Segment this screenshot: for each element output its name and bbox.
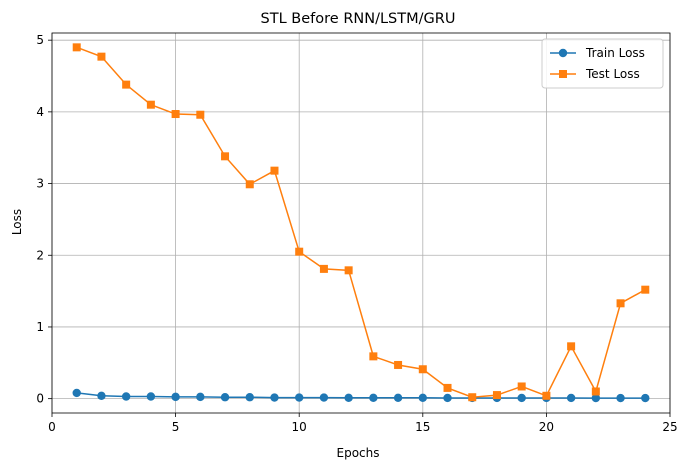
- data-point-circle: [196, 392, 205, 402]
- data-point-circle: [443, 393, 452, 403]
- legend-marker-circle: [558, 48, 568, 58]
- x-tick-label: 0: [48, 420, 56, 434]
- data-point-circle: [97, 391, 106, 400]
- plot-frame: [51, 32, 671, 414]
- legend-label: Train Loss: [585, 46, 645, 60]
- x-axis-label: Epochs: [337, 446, 380, 460]
- data-point-circle: [641, 393, 650, 403]
- data-point-square: [196, 110, 205, 119]
- data-point-square: [567, 342, 576, 351]
- data-point-square: [616, 299, 625, 308]
- data-point-square: [443, 383, 452, 392]
- data-point-circle: [393, 393, 403, 402]
- legend-box: [541, 38, 664, 89]
- data-point-circle: [220, 393, 230, 402]
- data-point-square: [146, 100, 155, 109]
- data-point-circle: [295, 393, 304, 402]
- y-axis-label: Loss: [10, 209, 24, 235]
- legend-marker-square: [559, 70, 567, 78]
- x-tick-label: 5: [172, 420, 180, 434]
- data-point-square: [319, 264, 328, 273]
- data-point-square: [245, 180, 254, 189]
- data-point-circle: [369, 393, 378, 402]
- data-point-circle: [591, 393, 601, 403]
- y-tick-label: 3: [36, 177, 44, 191]
- data-point-circle: [616, 393, 625, 403]
- x-tick-label: 25: [662, 420, 677, 434]
- grid: [51, 33, 671, 413]
- data-point-square: [517, 382, 526, 391]
- data-point-square: [122, 80, 131, 89]
- series-line-train-loss: [76, 392, 646, 399]
- data-point-circle: [319, 393, 329, 402]
- data-point-circle: [245, 393, 254, 402]
- y-tick-label: 2: [36, 248, 44, 262]
- plot-border: [51, 32, 671, 414]
- data-point-square: [344, 266, 353, 275]
- data-point-circle: [146, 392, 156, 401]
- data-point-square: [492, 391, 501, 400]
- data-point-circle: [344, 393, 353, 402]
- y-tick-label: 0: [36, 392, 44, 406]
- x-tick-label: 15: [415, 420, 430, 434]
- data-point-circle: [121, 392, 131, 401]
- data-point-square: [641, 285, 650, 294]
- series-layer: [72, 43, 650, 403]
- x-tick-label: 10: [292, 420, 307, 434]
- data-point-square: [72, 43, 81, 52]
- axes: 0 5 10 15 20 25 0 1 2 3 4 5: [36, 33, 677, 434]
- data-point-square: [369, 352, 378, 361]
- data-point-square: [394, 360, 403, 369]
- x-tick-label: 20: [539, 420, 554, 434]
- data-point-square: [468, 393, 477, 402]
- legend: Train Loss Test Loss: [541, 38, 664, 89]
- series-line-test-loss: [76, 46, 646, 398]
- data-point-circle: [72, 388, 81, 398]
- y-tick-label: 4: [36, 105, 44, 119]
- data-point-square: [171, 110, 180, 119]
- chart-title: STL Before RNN/LSTM/GRU: [261, 11, 456, 27]
- data-point-square: [591, 387, 600, 396]
- data-point-square: [270, 166, 279, 175]
- data-point-square: [542, 391, 551, 400]
- data-point-square: [221, 152, 230, 161]
- data-point-circle: [418, 393, 427, 402]
- y-tick-label: 1: [36, 320, 44, 334]
- data-point-circle: [270, 393, 279, 402]
- legend-label: Test Loss: [585, 67, 640, 81]
- data-point-circle: [171, 392, 180, 402]
- data-point-square: [295, 247, 304, 256]
- data-point-circle: [566, 393, 576, 403]
- data-point-circle: [517, 393, 526, 403]
- y-tick-label: 5: [36, 33, 44, 47]
- data-point-square: [97, 52, 106, 61]
- data-point-square: [418, 365, 427, 374]
